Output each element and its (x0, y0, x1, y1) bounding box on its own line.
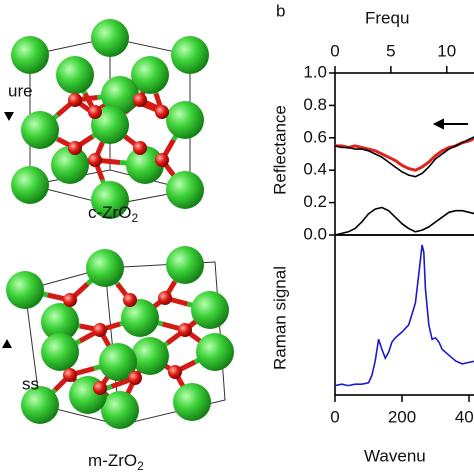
zr-atom (21, 111, 59, 149)
o-atom (123, 293, 137, 307)
subscript: 2 (131, 211, 138, 225)
o-atom (133, 141, 147, 155)
zr-atom (101, 76, 139, 114)
zr-atom (51, 146, 89, 184)
zr-atom (56, 56, 94, 94)
o-atom (155, 105, 169, 119)
label: c-ZrO (88, 203, 131, 222)
zr-atom (131, 56, 169, 94)
y-tick-label: 0.2 (303, 192, 327, 211)
o-atom (68, 93, 82, 107)
o-atom (88, 105, 102, 119)
zr-atom (91, 19, 129, 57)
zr-atom (191, 291, 229, 329)
y-tick-label: 0.4 (303, 160, 327, 179)
y-tick-label: 0.0 (303, 224, 327, 243)
y-tick-label: 0.6 (303, 127, 327, 146)
zr-atom (11, 36, 49, 74)
x-tick-label: 0 (330, 407, 339, 426)
axis-title: Frequ (365, 8, 409, 27)
axes-frame (334, 234, 474, 396)
data-line (335, 136, 474, 172)
side-text: ss (22, 374, 39, 393)
o-atom (178, 323, 192, 337)
arrow-annotation (432, 118, 468, 130)
o-atom (128, 371, 142, 385)
x2-tick-label: 10 (437, 41, 456, 60)
panel-label: b (276, 1, 285, 20)
data-line (334, 244, 474, 387)
o-atom (63, 293, 77, 307)
x2-tick-label: 0 (330, 41, 339, 60)
structure-label: c-ZrO2 (88, 203, 138, 225)
axis-title: Reflectance (270, 105, 289, 195)
zr-atom (166, 171, 204, 209)
zr-atom (21, 386, 59, 424)
zr-atom (41, 303, 79, 341)
o-atom (68, 141, 82, 155)
y-tick-label: 1.0 (303, 62, 327, 81)
data-line (334, 206, 474, 236)
o-atom (63, 368, 77, 382)
zr-atom (41, 333, 79, 371)
zr-atom (101, 391, 139, 429)
zr-atom (99, 343, 137, 381)
zr-atom (166, 246, 204, 284)
x-tick-label: 200 (388, 407, 416, 426)
zr-atom (86, 249, 124, 287)
x2-tick-label: 5 (386, 41, 395, 60)
crystal-structures (6, 19, 234, 429)
zr-atom (126, 146, 164, 184)
o-atom (158, 291, 172, 305)
o-atom (155, 153, 169, 167)
o-atom (168, 365, 182, 379)
arrow-head (2, 339, 12, 348)
y-tick-label: 0.8 (303, 95, 327, 114)
axis-title: Wavenu (364, 446, 426, 465)
zr-atom (166, 101, 204, 139)
zr-atom (171, 36, 209, 74)
x-tick-label: 400 (455, 407, 474, 426)
o-atom (88, 153, 102, 167)
o-atom (133, 93, 147, 107)
zr-atom (121, 299, 159, 337)
zr-atom (11, 166, 49, 204)
zr-atom (131, 337, 169, 375)
o-atom (93, 381, 107, 395)
zr-atom (173, 383, 211, 421)
subscript: 2 (137, 459, 144, 473)
o-atom (93, 323, 107, 337)
structure-label: m-ZrO2 (88, 451, 144, 473)
plot-area: 0510150.00.20.40.60.81.00200400 (303, 41, 474, 426)
zr-atom (91, 181, 129, 219)
axis-title: Raman signal (270, 266, 289, 370)
zr-atom (196, 333, 234, 371)
label: m-ZrO (88, 451, 137, 470)
zr-atom (6, 271, 44, 309)
arrow-head (4, 112, 14, 121)
data-line (334, 136, 474, 178)
side-text: ure (8, 81, 33, 100)
